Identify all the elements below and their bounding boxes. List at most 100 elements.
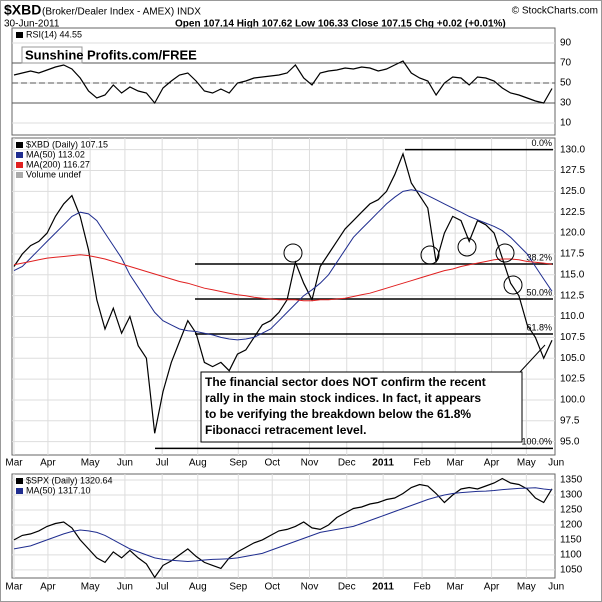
annotation-text: to be verifying the breakdown below the … [205, 407, 471, 421]
fibonacci-label: 0.0% [531, 138, 552, 148]
annotation-text: rally in the main stock indices. In fact… [205, 391, 481, 405]
circle [495, 243, 515, 263]
y-tick-label: 122.5 [560, 207, 585, 218]
symbol: $XBD [4, 2, 41, 18]
y-tick-label: 120.0 [560, 228, 585, 239]
legend-label: MA(200) 116.27 [26, 159, 90, 169]
circle-marks [283, 237, 523, 295]
watermark-red: Sunshine [25, 47, 84, 62]
x-tick-label: Feb [413, 582, 431, 593]
x-tick-label: Aug [189, 582, 207, 593]
chart-title: (Broker/Dealer Index - AMEX) INDX [42, 7, 201, 18]
x-tick-label: Mar [447, 582, 465, 593]
x-tick-label: Nov [301, 458, 319, 469]
series-line [13, 60, 553, 105]
x-tick-label: Jun [117, 582, 133, 593]
x-tick-label: Jun [548, 582, 564, 593]
x-tick-label: Apr [40, 458, 56, 469]
date: 30-Jun-2011 [4, 19, 60, 30]
series-line [13, 477, 553, 579]
annotation-text: The financial sector does NOT confirm th… [205, 375, 486, 389]
x-tick-label: Nov [301, 582, 319, 593]
panel-frame [11, 137, 556, 456]
y-tick-label: 117.5 [560, 249, 585, 260]
legend-swatch [16, 478, 23, 484]
x-tick-label: Apr [484, 458, 500, 469]
x-tick-label: 2011 [372, 582, 394, 593]
fibonacci-label: 50.0% [526, 287, 552, 297]
y-tick-label: 30 [560, 98, 572, 109]
fibonacci-label: 61.8% [526, 322, 552, 332]
x-tick-label: Apr [484, 582, 500, 593]
x-tick-label: Mar [5, 458, 23, 469]
y-tick-label: 1150 [560, 535, 582, 546]
circle [420, 245, 440, 265]
source: © StockCharts.com [512, 6, 598, 17]
y-tick-label: 95.0 [560, 436, 580, 447]
annotation-box [200, 371, 523, 443]
watermark-black: Profits.com/FREE [87, 47, 197, 62]
series-line [13, 189, 553, 341]
quote: Open 107.14 High 107.62 Low 106.33 Close… [175, 19, 506, 30]
legend-label: MA(50) 1317.10 [26, 485, 91, 495]
legend-swatch [16, 488, 23, 494]
legend-swatch [16, 32, 23, 38]
x-tick-label: Dec [338, 582, 356, 593]
legend-label: RSI(14) 44.55 [26, 29, 82, 39]
x-tick-label: Feb [413, 458, 431, 469]
y-tick-label: 1200 [560, 520, 583, 531]
x-tick-label: Mar [5, 582, 23, 593]
y-tick-label: 110.0 [560, 311, 585, 322]
x-tick-label: 2011 [372, 458, 394, 469]
y-tick-label: 1350 [560, 475, 583, 486]
legend-swatch [16, 172, 23, 178]
x-tick-label: Oct [264, 458, 280, 469]
fibonacci-label: 100.0% [521, 437, 552, 447]
series-line [13, 487, 553, 563]
legend-swatch [16, 152, 23, 158]
x-tick-label: Jun [117, 458, 133, 469]
legend-swatch [16, 142, 23, 148]
y-tick-label: 70 [560, 58, 572, 69]
y-tick-label: 115.0 [560, 269, 585, 280]
fibonacci-label: 38.2% [526, 252, 552, 262]
y-tick-label: 1250 [560, 505, 583, 516]
y-tick-label: 1050 [560, 565, 583, 576]
circle [503, 275, 523, 295]
y-tick-label: 112.5 [560, 290, 585, 301]
legend-label: $XBD (Daily) 107.15 [26, 139, 108, 149]
x-tick-label: Jul [156, 458, 169, 469]
y-tick-label: 1100 [560, 550, 582, 561]
y-tick-label: 125.0 [560, 186, 585, 197]
circle [283, 243, 303, 263]
y-tick-label: 107.5 [560, 332, 585, 343]
y-tick-label: 50 [560, 78, 572, 89]
annotation-pointer [519, 344, 546, 373]
annotation-text: Fibonacci retracement level. [205, 423, 366, 437]
x-tick-label: Dec [338, 458, 356, 469]
x-tick-label: Aug [189, 458, 207, 469]
x-tick-label: May [81, 582, 100, 593]
legend-label: Volume undef [26, 169, 82, 179]
legend-swatch [16, 162, 23, 168]
x-tick-label: Apr [40, 582, 56, 593]
x-tick-label: Oct [264, 582, 280, 593]
x-tick-label: Mar [447, 458, 465, 469]
y-tick-label: 97.5 [560, 415, 580, 426]
y-tick-label: 127.5 [560, 165, 585, 176]
legend-label: $SPX (Daily) 1320.64 [26, 475, 113, 485]
circle [457, 237, 477, 257]
x-tick-label: Sep [229, 458, 247, 469]
x-tick-label: May [517, 458, 536, 469]
legend-label: MA(50) 113.02 [26, 149, 85, 159]
panel-frame [11, 27, 556, 136]
series-line [13, 254, 553, 302]
x-tick-label: Sep [229, 582, 247, 593]
y-tick-label: 130.0 [560, 144, 585, 155]
y-tick-label: 100.0 [560, 395, 585, 406]
series-line [13, 152, 553, 434]
y-tick-label: 1300 [560, 490, 583, 501]
x-tick-label: May [517, 582, 536, 593]
